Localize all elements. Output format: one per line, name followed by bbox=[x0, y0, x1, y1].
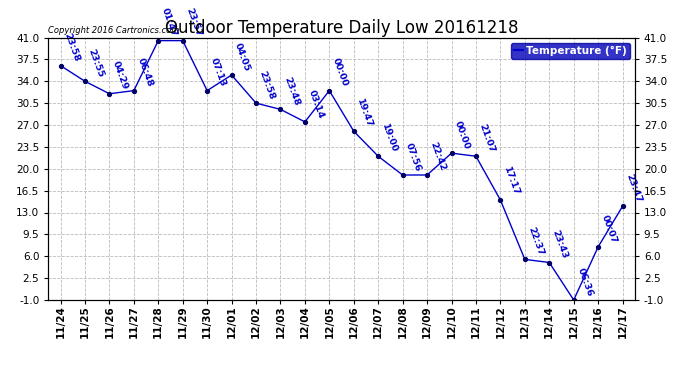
Text: 23:55: 23:55 bbox=[86, 48, 105, 79]
Text: 03:14: 03:14 bbox=[306, 88, 325, 119]
Text: 01:47: 01:47 bbox=[160, 7, 179, 38]
Text: 22:42: 22:42 bbox=[428, 141, 447, 172]
Text: 00:07: 00:07 bbox=[600, 213, 618, 244]
Text: 23:58: 23:58 bbox=[257, 69, 276, 100]
Text: 04:05: 04:05 bbox=[233, 41, 252, 72]
Text: 06:48: 06:48 bbox=[135, 57, 154, 88]
Text: 07:13: 07:13 bbox=[208, 57, 227, 88]
Text: 00:00: 00:00 bbox=[331, 57, 349, 88]
Text: 23:47: 23:47 bbox=[624, 172, 643, 204]
Text: 19:00: 19:00 bbox=[380, 123, 398, 154]
Text: 23:57: 23:57 bbox=[184, 7, 203, 38]
Text: 17:17: 17:17 bbox=[502, 166, 521, 198]
Text: 23:43: 23:43 bbox=[551, 229, 569, 260]
Text: 06:36: 06:36 bbox=[575, 266, 594, 297]
Text: 00:00: 00:00 bbox=[453, 120, 472, 151]
Text: 23:48: 23:48 bbox=[282, 75, 301, 107]
Title: Outdoor Temperature Daily Low 20161218: Outdoor Temperature Daily Low 20161218 bbox=[165, 20, 518, 38]
Text: 04:29: 04:29 bbox=[111, 60, 130, 91]
Legend: Temperature (°F): Temperature (°F) bbox=[511, 43, 629, 59]
Text: 07:56: 07:56 bbox=[404, 141, 423, 172]
Text: 21:07: 21:07 bbox=[477, 122, 496, 154]
Text: Copyright 2016 Cartronics.com: Copyright 2016 Cartronics.com bbox=[48, 26, 179, 35]
Text: 23:58: 23:58 bbox=[62, 32, 81, 63]
Text: 19:47: 19:47 bbox=[355, 97, 374, 129]
Text: 22:37: 22:37 bbox=[526, 225, 545, 257]
